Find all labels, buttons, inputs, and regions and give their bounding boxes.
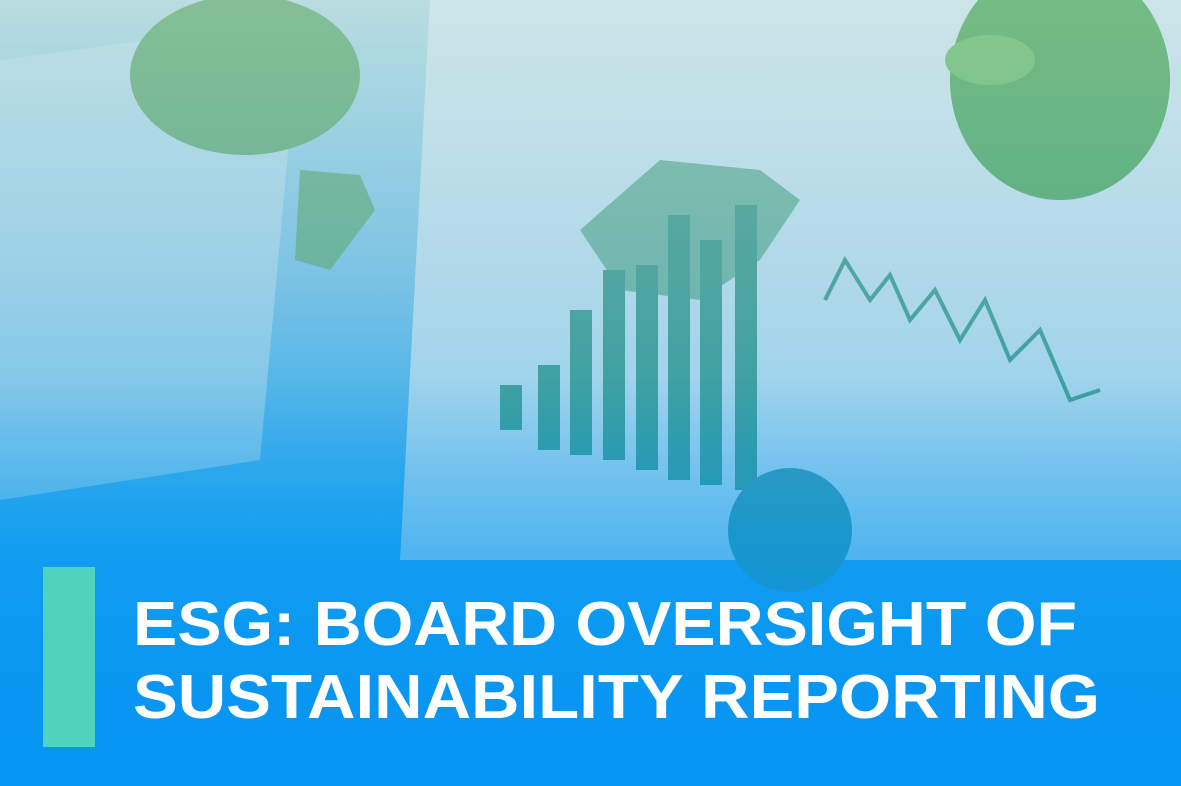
bottom-fade	[0, 380, 1181, 786]
title-line: SUSTAINABILITY REPORTING	[133, 663, 1100, 732]
title-line: ESG: BOARD OVERSIGHT OF	[133, 590, 1077, 659]
accent-bar	[43, 567, 95, 747]
